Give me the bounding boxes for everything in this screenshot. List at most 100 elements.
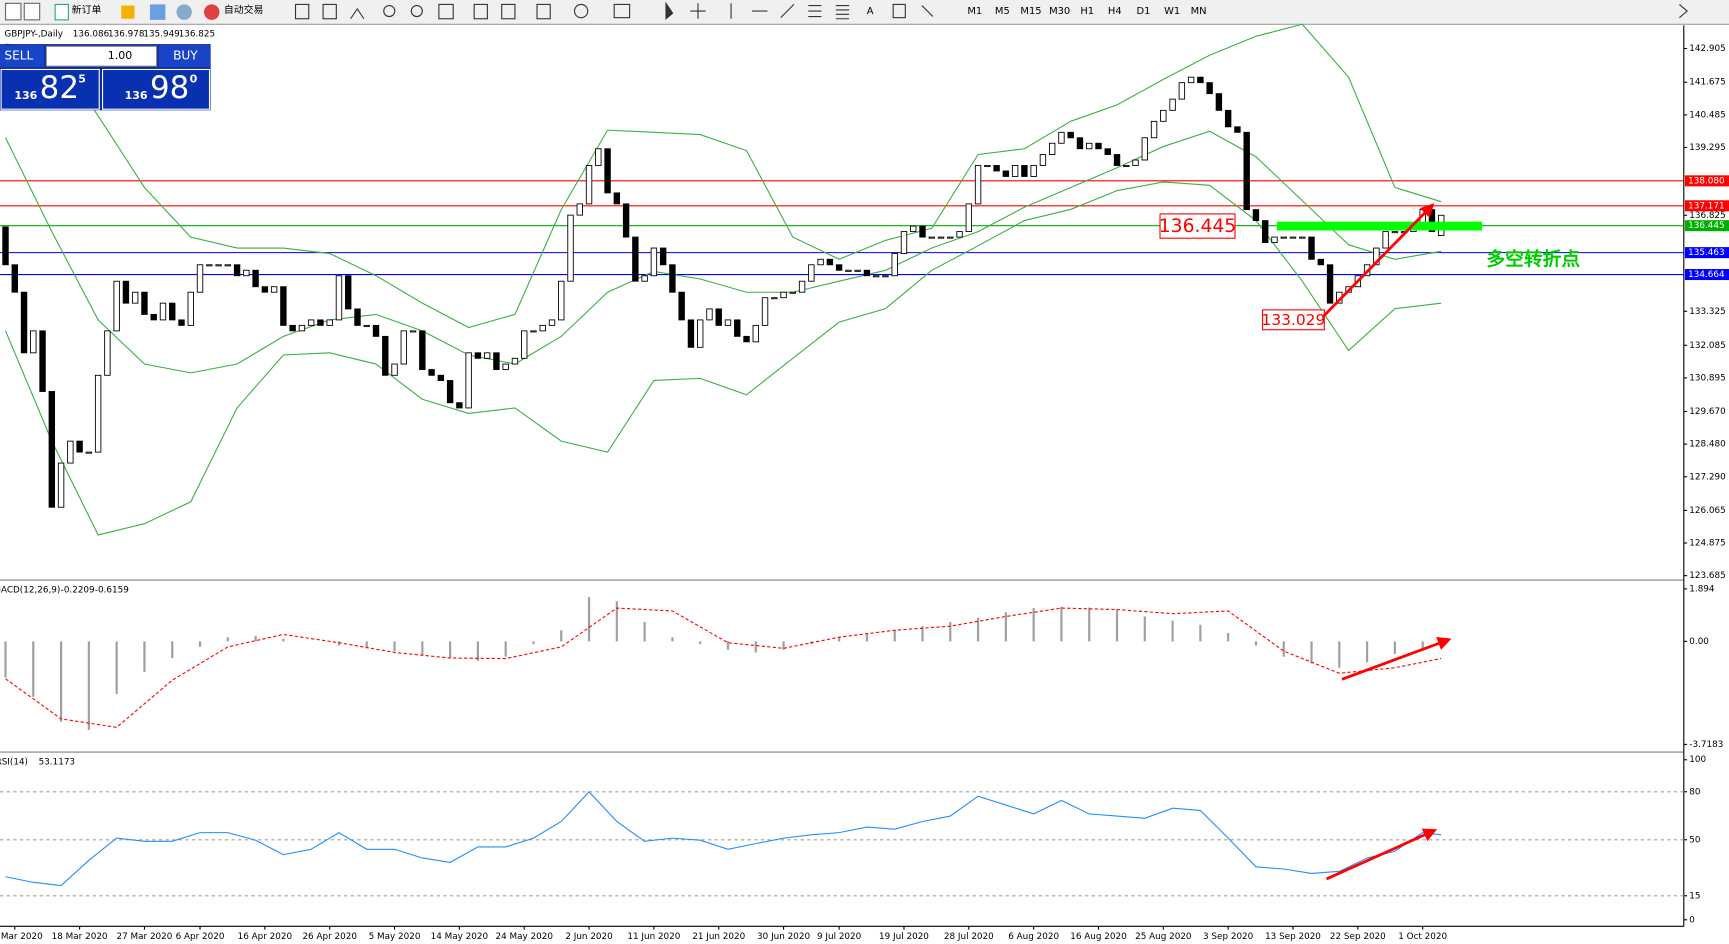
candle (1011, 165, 1019, 177)
buy-button[interactable] (158, 45, 211, 68)
candle (1030, 165, 1037, 177)
bollinger-band (5, 23, 1442, 329)
icon[interactable] (23, 2, 41, 21)
x-tick-label: 3 Sep 2020 (1203, 932, 1254, 942)
candle (474, 352, 482, 359)
indicator-value: -0.2209 (61, 585, 95, 595)
candle (2, 226, 9, 266)
timeframe[interactable]: H4 (1108, 6, 1122, 17)
candle (687, 319, 695, 348)
auto-trading[interactable]: 自动交易 (224, 3, 264, 16)
candle (150, 313, 157, 321)
y-tick-label: 132.085 (1689, 341, 1725, 351)
icon[interactable] (383, 4, 396, 18)
icon[interactable] (438, 3, 454, 20)
candle (39, 330, 46, 392)
icon[interactable] (665, 1, 674, 20)
new-order-icon[interactable] (54, 3, 69, 21)
timeframe[interactable]: H1 (1080, 6, 1094, 17)
icon[interactable] (1679, 3, 1688, 19)
candle (289, 324, 296, 332)
sell[interactable]: SELL (4, 49, 33, 63)
candle (85, 451, 93, 454)
icon[interactable] (780, 4, 795, 19)
buy[interactable]: BUY (173, 49, 198, 63)
icon[interactable] (473, 3, 488, 20)
candle (1123, 165, 1130, 168)
timeframe[interactable]: D1 (1137, 6, 1151, 17)
candle (1262, 220, 1269, 243)
candle (715, 308, 722, 326)
icon[interactable] (690, 3, 706, 19)
bid-box[interactable] (0, 68, 100, 110)
candle (298, 324, 306, 332)
lots[interactable]: 1.00 (108, 49, 133, 62)
icon[interactable] (921, 5, 934, 17)
x-tick-label: 28 Jul 2020 (944, 932, 994, 942)
candle (196, 264, 204, 293)
icon[interactable] (892, 3, 906, 19)
arrow (1325, 828, 1438, 881)
candle (585, 165, 593, 205)
icon[interactable] (808, 4, 822, 18)
candle (910, 225, 917, 233)
candle (882, 275, 889, 278)
timeframe[interactable]: M30 (1049, 6, 1070, 17)
icon[interactable] (294, 3, 310, 20)
candle (761, 297, 769, 326)
candle (437, 374, 445, 381)
bollinger-band (5, 130, 1442, 374)
x-tick-label: 6 Apr 2020 (176, 932, 225, 942)
candle (113, 280, 120, 332)
candle (1224, 109, 1232, 128)
ohlc-value: 136.086 (73, 30, 110, 40)
candle (1021, 165, 1028, 177)
level-label-bg (1684, 175, 1729, 187)
level-label-bg (1684, 220, 1729, 232)
icon[interactable] (350, 7, 365, 20)
candle (465, 352, 472, 409)
icon[interactable] (835, 4, 850, 20)
icon[interactable] (176, 4, 192, 20)
candle (233, 264, 241, 277)
candle (335, 275, 343, 321)
candle (446, 380, 454, 404)
auto-trading-icon[interactable] (203, 4, 220, 20)
bid-small: 5 (78, 72, 86, 85)
icon[interactable] (4, 2, 22, 21)
icon[interactable] (149, 4, 166, 20)
ask-box[interactable] (101, 68, 211, 110)
icon[interactable] (536, 3, 551, 20)
candle (1280, 236, 1287, 239)
text-tool[interactable]: A (867, 6, 874, 17)
bollinger-band (5, 181, 1442, 536)
icon[interactable] (322, 3, 337, 20)
timeframe[interactable]: M1 (967, 6, 982, 17)
candle (409, 330, 417, 333)
icon[interactable] (613, 3, 631, 19)
candle (400, 330, 407, 365)
timeframe[interactable]: M5 (995, 6, 1010, 17)
candle (548, 319, 556, 326)
y-tick-label: 15 (1689, 891, 1700, 901)
sell-button[interactable] (0, 45, 45, 68)
x-tick-label: 11 Jun 2020 (627, 932, 680, 942)
icon[interactable] (501, 3, 516, 20)
icon[interactable] (573, 3, 589, 19)
candle (567, 214, 574, 282)
candle (1187, 76, 1195, 84)
lots-input[interactable] (45, 45, 158, 67)
timeframe[interactable]: MN (1191, 6, 1207, 17)
annotation: 133.029 (1262, 311, 1326, 329)
timeframe[interactable]: M15 (1020, 6, 1041, 17)
icon[interactable] (410, 4, 423, 18)
candle (280, 286, 287, 326)
candle (131, 291, 139, 304)
icon[interactable] (121, 5, 135, 19)
candle (206, 264, 213, 267)
candle (1132, 159, 1139, 166)
timeframe[interactable]: W1 (1164, 6, 1180, 17)
candle (326, 319, 333, 326)
candle (1271, 236, 1278, 243)
new-order[interactable]: 新订单 (72, 3, 102, 16)
